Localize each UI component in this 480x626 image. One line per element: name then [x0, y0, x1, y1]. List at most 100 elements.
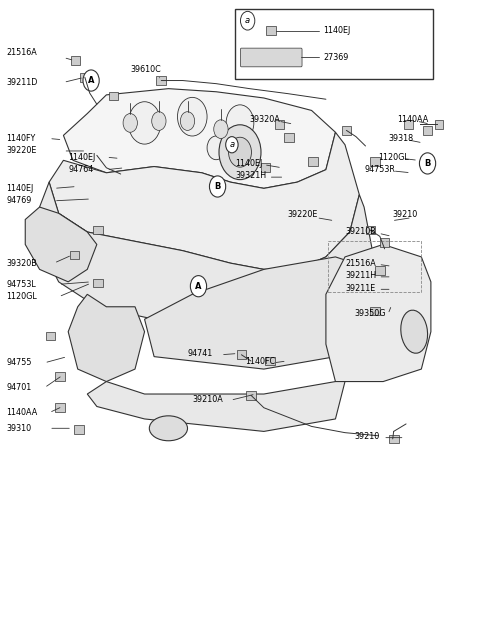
Bar: [380, 239, 389, 247]
Text: 39210A: 39210A: [192, 394, 223, 404]
Bar: [70, 250, 79, 259]
Text: 1140EJ: 1140EJ: [324, 26, 351, 35]
Circle shape: [420, 153, 436, 174]
Bar: [370, 307, 380, 316]
Text: a: a: [229, 140, 234, 149]
Circle shape: [232, 143, 248, 165]
Bar: [342, 126, 351, 135]
Text: 94741: 94741: [188, 349, 213, 358]
Text: 94764: 94764: [68, 165, 94, 174]
Bar: [74, 425, 84, 434]
Polygon shape: [25, 207, 97, 282]
Text: 94701: 94701: [6, 383, 31, 393]
Text: 39321H: 39321H: [235, 172, 266, 180]
Circle shape: [214, 120, 228, 138]
Polygon shape: [87, 382, 345, 431]
Polygon shape: [39, 182, 373, 344]
Text: 39610C: 39610C: [130, 66, 161, 74]
Text: 1140EJ: 1140EJ: [68, 153, 96, 162]
Text: 39210: 39210: [355, 432, 380, 441]
Bar: [261, 163, 270, 172]
Text: 1140AA: 1140AA: [397, 115, 429, 125]
Bar: [389, 434, 399, 443]
Text: 39211H: 39211H: [345, 271, 376, 280]
Bar: [266, 26, 276, 35]
FancyBboxPatch shape: [240, 48, 302, 67]
Text: 39211E: 39211E: [345, 284, 375, 292]
Text: 1140FC: 1140FC: [245, 357, 275, 366]
Text: 1120GL: 1120GL: [6, 292, 37, 301]
Text: 1120GL: 1120GL: [378, 153, 409, 162]
Bar: [275, 120, 284, 128]
Bar: [265, 357, 275, 366]
Bar: [375, 266, 384, 275]
Bar: [237, 351, 246, 359]
Text: 1140EJ: 1140EJ: [235, 159, 263, 168]
Text: B: B: [215, 182, 221, 191]
Bar: [370, 157, 380, 166]
FancyBboxPatch shape: [235, 9, 433, 80]
Text: 94769: 94769: [6, 197, 32, 205]
Text: 21516A: 21516A: [345, 259, 376, 268]
Circle shape: [178, 98, 207, 136]
Text: A: A: [88, 76, 95, 85]
Bar: [94, 226, 103, 235]
Ellipse shape: [149, 416, 188, 441]
Text: 27369: 27369: [324, 53, 349, 62]
Text: 39350G: 39350G: [355, 309, 386, 317]
Text: 21516A: 21516A: [6, 48, 37, 57]
Ellipse shape: [401, 310, 428, 353]
Bar: [246, 391, 256, 399]
Circle shape: [191, 275, 206, 297]
Circle shape: [240, 11, 255, 30]
Polygon shape: [68, 294, 144, 382]
Circle shape: [123, 113, 137, 132]
Polygon shape: [326, 244, 431, 382]
Bar: [308, 157, 318, 166]
Bar: [80, 73, 90, 82]
Bar: [328, 242, 421, 292]
Circle shape: [219, 125, 261, 180]
Circle shape: [226, 136, 238, 153]
Text: 39211D: 39211D: [6, 78, 37, 87]
Text: 39320A: 39320A: [250, 115, 280, 125]
Text: 39210: 39210: [393, 210, 418, 219]
Polygon shape: [49, 132, 360, 269]
Bar: [94, 279, 103, 287]
Circle shape: [226, 105, 254, 141]
Text: B: B: [424, 159, 431, 168]
Polygon shape: [144, 257, 383, 369]
Bar: [71, 56, 80, 65]
Bar: [284, 133, 294, 141]
Bar: [365, 226, 375, 235]
Text: 39318: 39318: [388, 134, 413, 143]
Text: 94753L: 94753L: [6, 280, 36, 289]
Text: 94753R: 94753R: [364, 165, 395, 174]
Circle shape: [209, 176, 226, 197]
Text: 39220E: 39220E: [288, 210, 318, 219]
Bar: [404, 120, 413, 128]
Text: 1140EJ: 1140EJ: [6, 184, 34, 193]
Text: 39220E: 39220E: [6, 146, 36, 155]
Bar: [435, 120, 444, 128]
Circle shape: [83, 70, 99, 91]
Circle shape: [152, 111, 166, 130]
Bar: [55, 403, 65, 412]
Text: 94755: 94755: [6, 358, 32, 367]
Text: 1140AA: 1140AA: [6, 408, 37, 417]
Bar: [109, 92, 118, 101]
Circle shape: [128, 102, 161, 144]
Bar: [55, 372, 65, 381]
Text: 39310: 39310: [6, 424, 31, 433]
Text: 1140FY: 1140FY: [6, 134, 36, 143]
Bar: [156, 76, 166, 85]
Circle shape: [228, 137, 252, 167]
Text: a: a: [245, 16, 250, 25]
Bar: [423, 126, 432, 135]
Bar: [46, 332, 55, 341]
Text: 39210B: 39210B: [345, 227, 376, 237]
Circle shape: [207, 136, 225, 160]
Circle shape: [180, 111, 195, 130]
Polygon shape: [63, 89, 336, 188]
Text: 39320B: 39320B: [6, 259, 37, 268]
